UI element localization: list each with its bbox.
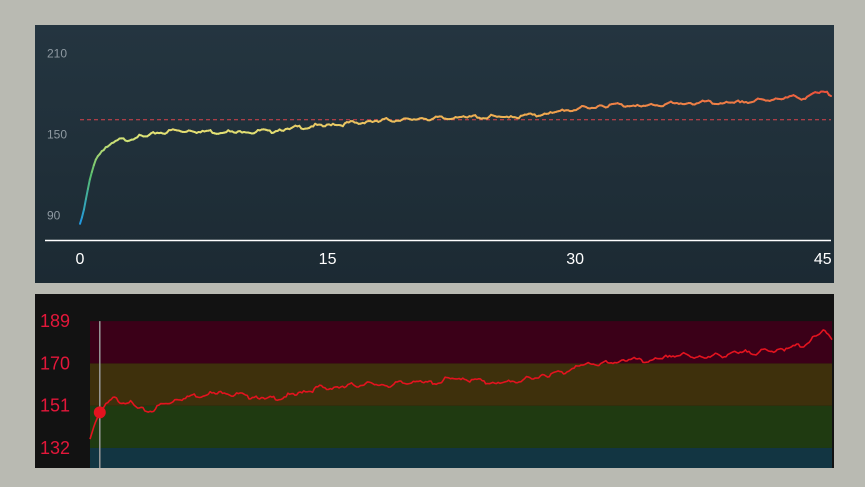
x-tick-label: 0 bbox=[76, 251, 85, 268]
y-tick-label: 132 bbox=[40, 438, 70, 458]
y-tick-label: 151 bbox=[40, 396, 70, 416]
top-chart-panel: 90 150 210 0 15 30 45 bbox=[35, 25, 834, 283]
heart-rate-series bbox=[89, 329, 833, 440]
bottom-chart-panel: 132 151 170 189 bbox=[35, 294, 834, 468]
series-segment bbox=[90, 164, 95, 174]
series-segment bbox=[86, 178, 91, 191]
series-segment bbox=[88, 171, 93, 181]
series-segment bbox=[828, 93, 832, 98]
series-segment bbox=[80, 208, 85, 219]
bottom-chart-svg: 132 151 170 189 bbox=[40, 311, 833, 468]
series-segment bbox=[79, 216, 83, 225]
heart-rate-zone bbox=[90, 447, 832, 468]
x-tick-label: 15 bbox=[319, 251, 337, 268]
cursor-marker bbox=[93, 406, 106, 419]
y-tick-label: 189 bbox=[40, 311, 70, 331]
y-tick-label: 210 bbox=[47, 47, 67, 61]
heart-rate-zone bbox=[90, 363, 832, 406]
heart-rate-series bbox=[79, 90, 832, 225]
y-tick-label: 90 bbox=[47, 209, 61, 223]
y-tick-label: 170 bbox=[40, 353, 70, 373]
x-tick-label: 30 bbox=[566, 251, 584, 268]
heart-rate-zone bbox=[90, 405, 832, 448]
x-tick-label: 45 bbox=[814, 251, 832, 268]
y-tick-label: 150 bbox=[47, 128, 67, 142]
series-segment bbox=[82, 198, 87, 211]
top-chart-svg: 90 150 210 0 15 30 45 bbox=[45, 47, 832, 268]
series-segment bbox=[84, 188, 89, 201]
